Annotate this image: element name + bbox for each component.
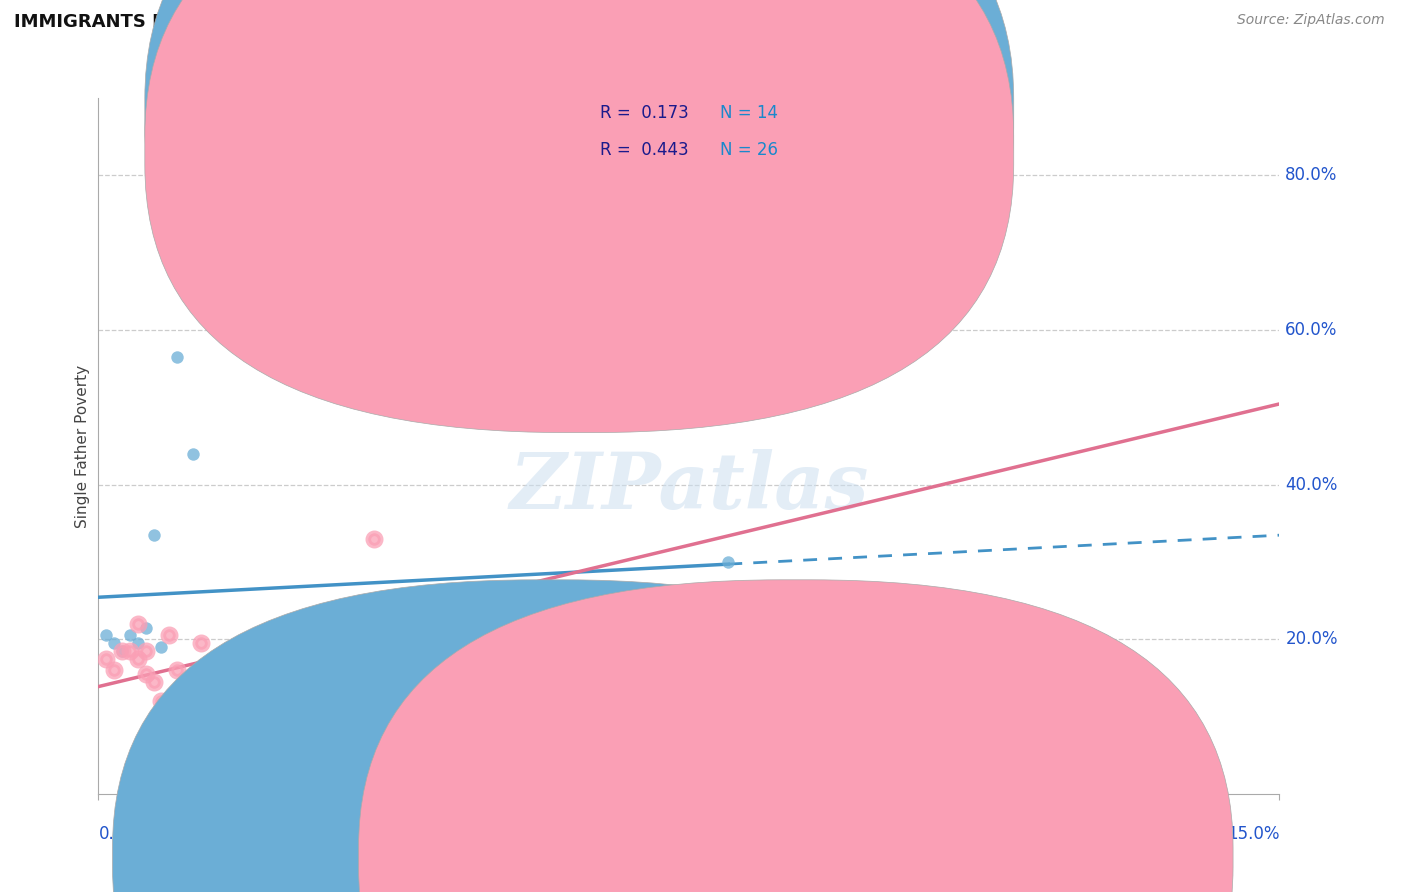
Point bbox=[135, 667, 157, 681]
Point bbox=[260, 702, 283, 716]
Point bbox=[150, 694, 173, 708]
Point bbox=[118, 628, 141, 642]
Point bbox=[127, 651, 149, 665]
Point bbox=[111, 644, 134, 658]
Point bbox=[135, 621, 157, 635]
Point bbox=[284, 709, 307, 723]
Point bbox=[103, 663, 125, 677]
Point bbox=[127, 636, 149, 650]
Point bbox=[363, 532, 385, 546]
Point bbox=[214, 674, 236, 689]
Point bbox=[245, 694, 267, 708]
Point bbox=[269, 682, 291, 697]
Text: Immigrants from Chile: Immigrants from Chile bbox=[571, 850, 742, 864]
Point bbox=[142, 528, 165, 542]
Point bbox=[387, 667, 409, 681]
Point bbox=[181, 447, 204, 461]
Point bbox=[481, 582, 503, 596]
Point bbox=[166, 663, 188, 677]
Point bbox=[214, 651, 236, 665]
Point bbox=[118, 644, 141, 658]
Point bbox=[150, 640, 173, 654]
Text: 40.0%: 40.0% bbox=[1285, 475, 1337, 493]
Point bbox=[481, 667, 503, 681]
Point bbox=[520, 674, 543, 689]
Text: N = 14: N = 14 bbox=[720, 103, 778, 122]
Point bbox=[166, 350, 188, 364]
Text: R =  0.173: R = 0.173 bbox=[600, 103, 689, 122]
Point bbox=[560, 667, 582, 681]
Text: IMMIGRANTS FROM CHILE VS IRANIAN SINGLE FATHER POVERTY CORRELATION CHART: IMMIGRANTS FROM CHILE VS IRANIAN SINGLE … bbox=[14, 13, 882, 31]
Point bbox=[402, 384, 425, 399]
Point bbox=[142, 674, 165, 689]
Text: 20.0%: 20.0% bbox=[1285, 631, 1339, 648]
Text: N = 26: N = 26 bbox=[720, 141, 778, 160]
Point bbox=[599, 582, 621, 596]
Text: Iranians: Iranians bbox=[817, 850, 877, 864]
Y-axis label: Single Father Poverty: Single Father Poverty bbox=[75, 365, 90, 527]
Point bbox=[190, 636, 212, 650]
Text: R =  0.443: R = 0.443 bbox=[600, 141, 689, 160]
Point bbox=[127, 616, 149, 631]
Point bbox=[323, 690, 346, 705]
Text: 60.0%: 60.0% bbox=[1285, 321, 1337, 339]
Point bbox=[157, 628, 180, 642]
Text: 80.0%: 80.0% bbox=[1285, 167, 1337, 185]
Text: 15.0%: 15.0% bbox=[1227, 825, 1279, 843]
Text: 0.0%: 0.0% bbox=[98, 825, 141, 843]
Point bbox=[796, 369, 818, 384]
Text: ZIPatlas: ZIPatlas bbox=[509, 450, 869, 526]
Point bbox=[111, 644, 134, 658]
Point bbox=[103, 636, 125, 650]
Text: Source: ZipAtlas.com: Source: ZipAtlas.com bbox=[1237, 13, 1385, 28]
Point bbox=[96, 628, 118, 642]
Point bbox=[96, 651, 118, 665]
Point bbox=[135, 644, 157, 658]
Point bbox=[717, 555, 740, 569]
